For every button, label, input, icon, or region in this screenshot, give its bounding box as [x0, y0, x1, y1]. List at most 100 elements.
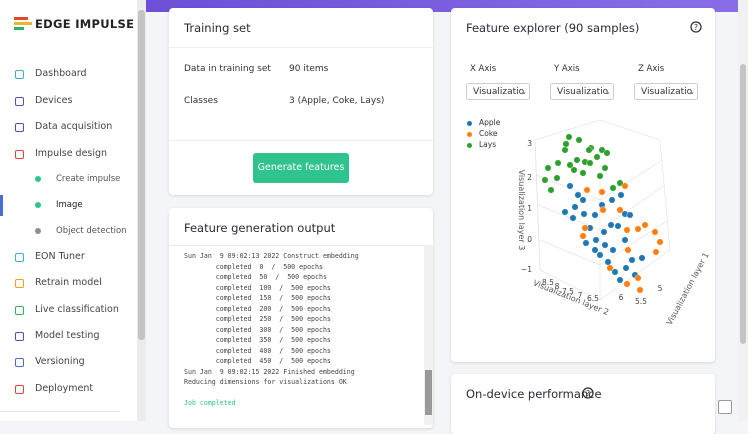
scatter-point[interactable] [634, 274, 642, 282]
scatter-point[interactable] [621, 182, 629, 190]
scatter-point[interactable] [598, 188, 606, 196]
scatter-point[interactable] [652, 248, 660, 256]
scatter-point[interactable] [585, 146, 593, 154]
scatter-point[interactable] [586, 159, 594, 167]
nav-subitem[interactable]: Create impulse [56, 174, 121, 184]
axis-select[interactable]: Visualizatio [634, 83, 698, 100]
scatter-point[interactable] [656, 238, 664, 246]
scatter-point[interactable] [566, 161, 574, 169]
scatter-point[interactable] [623, 280, 631, 288]
scatter-point[interactable] [580, 210, 588, 218]
scatter-point[interactable] [636, 286, 644, 294]
scatter-point[interactable] [600, 228, 608, 236]
scatter-point[interactable] [608, 196, 616, 204]
scatter-point[interactable] [554, 159, 562, 167]
scatter-point[interactable] [628, 256, 636, 264]
scatter-point[interactable] [606, 264, 614, 272]
scatter-point[interactable] [583, 186, 591, 194]
scatter-point[interactable] [591, 211, 599, 219]
scatter-point[interactable] [565, 133, 573, 141]
axis-select[interactable]: Visualizatio [466, 83, 530, 100]
scatter-point[interactable] [607, 221, 615, 229]
nav-item[interactable]: Versioning [35, 356, 85, 368]
nav-item[interactable]: Retrain model [35, 277, 102, 289]
select-caret: ⌄ [605, 88, 611, 96]
scatter-point[interactable] [541, 176, 549, 184]
scatter-point[interactable] [574, 191, 582, 199]
scatter-point[interactable] [641, 221, 649, 229]
nav-item[interactable]: Dashboard [35, 68, 87, 79]
scatter-point[interactable] [621, 236, 629, 244]
scatter-point[interactable] [611, 268, 619, 276]
scatter-point[interactable] [561, 208, 569, 216]
scatter-point[interactable] [570, 166, 578, 174]
scatter-point[interactable] [575, 136, 583, 144]
scatter-point[interactable] [609, 184, 617, 192]
scatter-point[interactable] [626, 211, 634, 219]
scatter-point[interactable] [544, 164, 552, 172]
scatter-point[interactable] [598, 146, 606, 154]
scatter-point[interactable] [569, 214, 577, 222]
page-scrollbar[interactable] [738, 0, 748, 421]
scatter-point[interactable] [604, 258, 612, 266]
scatter-point[interactable] [553, 174, 561, 182]
scatter-point[interactable] [601, 241, 609, 249]
scatter-point[interactable] [579, 232, 587, 240]
chat-icon[interactable] [718, 400, 732, 414]
scatter-point[interactable] [623, 226, 631, 234]
scatter-point[interactable] [579, 196, 587, 204]
nav-item[interactable]: Deployment [35, 382, 94, 394]
nav-subitem[interactable]: Image [56, 200, 83, 210]
scatter-point[interactable] [651, 228, 659, 236]
nav-item[interactable]: EON Tuner [35, 251, 85, 262]
scatter-point[interactable] [634, 225, 642, 233]
nav-subitem[interactable]: Object detection [56, 226, 127, 236]
scatter-point[interactable] [566, 182, 574, 190]
scatter-point[interactable] [591, 246, 599, 254]
scatter-point[interactable] [547, 186, 555, 194]
nav-item[interactable]: Model testing [35, 329, 100, 341]
svg-text:?: ? [694, 23, 698, 32]
scatter-point[interactable] [616, 276, 624, 284]
scatter-point[interactable] [614, 222, 622, 230]
scatter-point[interactable] [609, 246, 617, 254]
scatter-point[interactable] [617, 191, 625, 199]
scatter-point[interactable] [573, 156, 581, 164]
nav-item[interactable]: Devices [35, 94, 73, 106]
legend-label[interactable]: Apple [479, 118, 501, 127]
scatter-point[interactable] [616, 179, 624, 187]
scatter-point[interactable] [581, 224, 589, 232]
scatter-point[interactable] [616, 206, 624, 214]
scatter-point[interactable] [638, 254, 646, 262]
log-scrollbar[interactable] [424, 245, 433, 425]
help-icon[interactable]: ? [690, 21, 702, 33]
nav-icon [15, 96, 24, 106]
nav-item[interactable]: Data acquisition [35, 121, 113, 132]
scatter-point[interactable] [601, 164, 609, 172]
scroll-thumb[interactable] [138, 10, 145, 340]
scatter-point[interactable] [579, 169, 587, 177]
scatter-point[interactable] [561, 146, 569, 154]
scatter-point[interactable] [603, 149, 611, 157]
scatter-point[interactable] [596, 251, 604, 259]
scatter-point[interactable] [582, 239, 590, 247]
log-line: completed 100 / 500 epochs [184, 283, 331, 292]
scatter-point[interactable] [596, 172, 604, 180]
legend-label[interactable]: Coke [479, 129, 498, 138]
generate-features-button[interactable]: Generate features [253, 153, 349, 183]
scatter-point[interactable] [622, 264, 630, 272]
scatter-point[interactable] [599, 206, 607, 214]
scatter-point[interactable] [562, 140, 570, 148]
nav-item[interactable]: Impulse design [35, 147, 108, 159]
legend-label[interactable]: Lays [479, 140, 497, 149]
scatter-point[interactable] [592, 236, 600, 244]
scatter-point[interactable] [624, 246, 632, 254]
scatter-point[interactable] [593, 153, 601, 161]
scroll-thumb[interactable] [425, 370, 432, 415]
scroll-thumb[interactable] [740, 64, 746, 344]
scatter-point[interactable] [571, 203, 579, 211]
nav-item[interactable]: Live classification [35, 303, 119, 315]
help-icon[interactable]: ? [582, 387, 594, 399]
scrollbar[interactable] [137, 0, 146, 421]
axis-select[interactable]: Visualizatio [550, 83, 614, 100]
